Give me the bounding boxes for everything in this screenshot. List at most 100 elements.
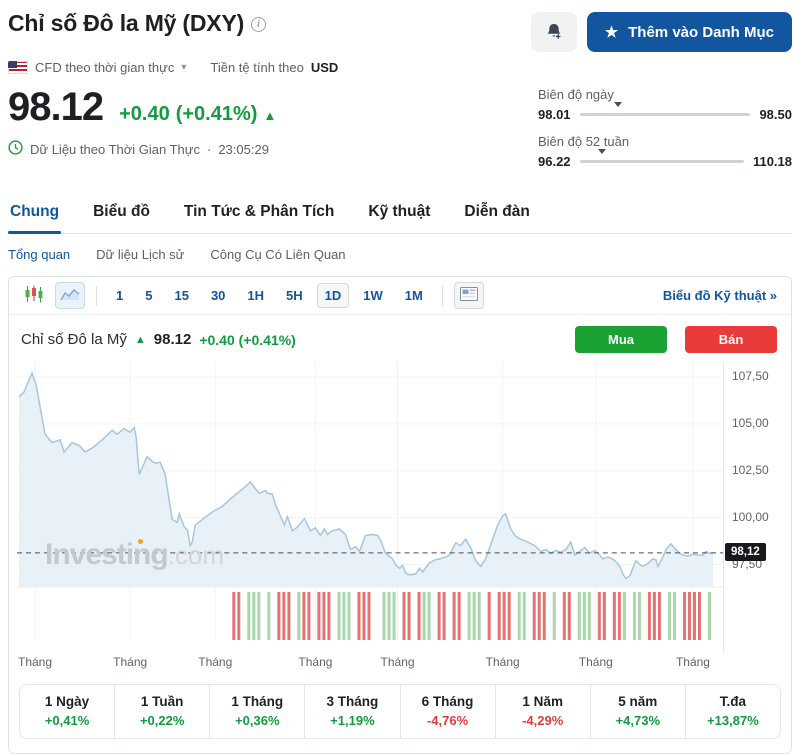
perf-6-thang[interactable]: 6 Tháng -4,76% — [399, 685, 495, 738]
x-axis-label: Tháng — [18, 655, 53, 669]
investing-watermark: Investing .com — [45, 538, 225, 571]
subnav-du-lieu-lich-su[interactable]: Dữ liệu Lịch sử — [96, 247, 185, 262]
tab-tin-tuc[interactable]: Tin Tức & Phân Tích — [183, 203, 335, 220]
toolbar-separator — [96, 285, 97, 306]
x-axis-label: Tháng — [113, 655, 148, 669]
day-range-low: 98.01 — [538, 107, 571, 122]
timeframe-1h[interactable]: 1H — [239, 283, 272, 308]
timeframe-5[interactable]: 5 — [137, 283, 160, 308]
info-icon[interactable]: i — [251, 17, 267, 32]
subnav-tong-quan[interactable]: Tổng quan — [8, 247, 71, 262]
add-to-watchlist-button[interactable]: ★ Thêm vào Danh Mục — [586, 12, 792, 52]
area-chart-icon — [60, 287, 80, 304]
toolbar-separator — [441, 285, 443, 306]
sub-nav: Tổng quan Dữ liệu Lịch sử Công Cụ Có Liê… — [8, 234, 792, 274]
week52-range: Biên độ 52 tuần 96.22 110.18 — [538, 134, 792, 169]
sell-button[interactable]: Bán — [685, 326, 777, 353]
day-range-label: Biên độ ngày — [538, 87, 614, 102]
change-percent: (+0.41%) — [175, 103, 258, 125]
timeframe-1d[interactable]: 1D — [316, 283, 350, 308]
perf-1-thang[interactable]: 1 Tháng +0,36% — [209, 685, 304, 738]
currency-value: USD — [310, 60, 339, 75]
x-axis-label: Tháng — [198, 655, 233, 669]
price-change: +0.40 (+0.41%) ▲ — [119, 103, 276, 126]
area-chart-button[interactable] — [55, 282, 85, 309]
timeframe-1[interactable]: 1 — [108, 283, 131, 308]
y-axis-tick: 107,50 — [732, 369, 769, 383]
add-to-watchlist-label: Thêm vào Danh Mục — [628, 23, 774, 41]
realtime-status: Dữ Liệu theo Thời Gian Thực · 23:05:29 — [8, 140, 276, 158]
area-chart[interactable] — [17, 362, 723, 652]
tab-dien-dan[interactable]: Diễn đàn — [464, 203, 530, 220]
change-value: +0.40 — [119, 103, 170, 125]
price-chart[interactable]: Investing .com Tháng Tháng Tháng Tháng Tháng T… — [9, 362, 791, 674]
y-axis-tick: 100,00 — [732, 509, 769, 524]
day-range-track — [579, 102, 751, 122]
x-axis-label: Tháng — [298, 655, 333, 669]
day-range: Biên độ ngày 98.01 98.50 — [538, 87, 792, 122]
perf-1-nam[interactable]: 1 Năm -4,29% — [494, 685, 590, 738]
status-time: 23:05:29 — [218, 141, 269, 157]
status-text: Dữ Liệu theo Thời Gian Thực — [30, 141, 200, 157]
page-title: Chỉ số Đô la Mỹ (DXY) — [8, 10, 245, 36]
perf-toan-da[interactable]: T.đa +13,87% — [684, 685, 780, 738]
perf-1-tuan[interactable]: 1 Tuần +0,22% — [114, 685, 209, 738]
x-axis-label: Tháng — [380, 655, 415, 669]
x-axis: Tháng Tháng Tháng Tháng Tháng Tháng Tháng Tháng — [17, 652, 723, 674]
buy-button[interactable]: Mua — [575, 326, 667, 353]
day-range-high: 98.50 — [759, 107, 792, 122]
chart-toolbar: 1 5 15 30 1H 5H 1D 1W 1M Biểu đồ Kỹ thuậ… — [9, 277, 791, 315]
status-separator: · — [206, 141, 212, 157]
timeframe-1w[interactable]: 1W — [355, 283, 391, 308]
page-header: Chỉ số Đô la Mỹ (DXY) i ★ Thêm vào Danh … — [8, 10, 792, 52]
chart-plot-area[interactable]: Investing .com Tháng Tháng Tháng Tháng Tháng T… — [17, 362, 723, 674]
x-axis-label: Tháng — [675, 655, 710, 669]
chart-last-price: 98.12 — [153, 331, 192, 348]
perf-3-thang[interactable]: 3 Tháng +1,19% — [304, 685, 399, 738]
chart-change: +0.40 (+0.41%) — [199, 331, 296, 348]
performance-table: 1 Ngày +0,41% 1 Tuần +0,22% 1 Tháng +0,36% … — [19, 684, 781, 739]
chart-card: 1 5 15 30 1H 5H 1D 1W 1M Biểu đồ Kỹ thuậ… — [8, 276, 792, 754]
current-price-tag: 98,12 — [725, 542, 766, 561]
chart-instrument-name: Chỉ số Đô la Mỹ — [21, 331, 127, 348]
up-triangle-icon: ▲ — [134, 333, 146, 346]
bell-plus-icon — [545, 22, 563, 43]
main-tabs: Chung Biểu đồ Tin Tức & Phân Tích Kỹ thu… — [8, 197, 792, 234]
last-price: 98.12 — [8, 85, 104, 129]
week52-range-track — [579, 149, 744, 169]
timeframe-5h[interactable]: 5H — [278, 283, 311, 308]
tab-bieu-do[interactable]: Biểu đồ — [93, 203, 150, 220]
day-range-marker — [613, 102, 622, 122]
instrument-meta: CFD theo thời gian thực ▾ Tiền tệ tính t… — [8, 60, 792, 75]
timeframe-30[interactable]: 30 — [203, 283, 233, 308]
news-events-button[interactable] — [453, 282, 484, 309]
x-axis-label: Tháng — [485, 655, 520, 669]
timeframe-1m[interactable]: 1M — [397, 283, 431, 308]
technical-chart-link[interactable]: Biểu đồ Kỹ thuật » — [662, 288, 777, 303]
currency-label: Tiền tệ tính theo — [210, 60, 304, 75]
instrument-type-label[interactable]: CFD theo thời gian thực — [35, 60, 175, 75]
week52-range-label: Biên độ 52 tuần — [538, 134, 630, 149]
up-triangle-icon: ▲ — [263, 108, 277, 123]
week52-range-low: 96.22 — [538, 154, 571, 169]
caret-down-icon[interactable]: ▾ — [181, 62, 187, 73]
x-axis-label: Tháng — [578, 655, 613, 669]
perf-1-ngay[interactable]: 1 Ngày +0,41% — [44, 694, 90, 728]
week52-range-high: 110.18 — [752, 154, 792, 169]
y-axis: 107,50 105,00 102,50 100,00 97,50 98,12 — [723, 362, 791, 652]
tab-ky-thuat[interactable]: Kỹ thuật — [368, 203, 431, 220]
perf-5-nam[interactable]: 5 năm +4,73% — [589, 685, 685, 738]
week52-range-marker — [597, 149, 606, 169]
us-flag-icon — [8, 61, 28, 74]
timeframe-15[interactable]: 15 — [166, 283, 196, 308]
subnav-cong-cu[interactable]: Công Cụ Có Liên Quan — [210, 247, 346, 262]
candlestick-icon — [24, 285, 44, 306]
news-panel-icon — [459, 287, 478, 304]
tab-chung[interactable]: Chung — [8, 197, 62, 234]
create-alert-button[interactable] — [530, 12, 577, 52]
candlestick-chart-button[interactable] — [19, 282, 49, 309]
watermark-dot — [138, 539, 143, 544]
chart-legend: Chỉ số Đô la Mỹ ▲ 98.12 +0.40 (+0.41%) M… — [9, 315, 791, 362]
quote-section: 98.12 +0.40 (+0.41%) ▲ Dữ Liệu theo Thời… — [8, 85, 792, 181]
